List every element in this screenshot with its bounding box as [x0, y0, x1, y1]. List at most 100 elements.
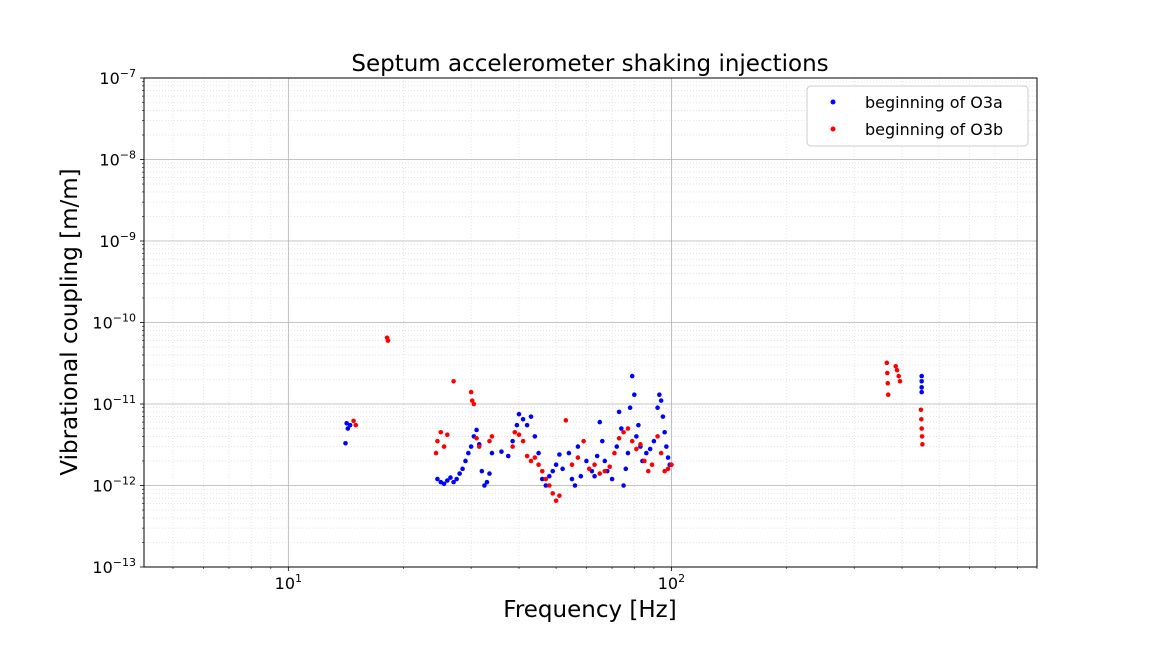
data-point	[658, 450, 664, 456]
data-point	[894, 367, 900, 373]
data-point	[553, 462, 559, 468]
legend-marker	[830, 99, 836, 105]
data-point	[592, 473, 597, 479]
y-tick-exponent: −8	[120, 149, 136, 162]
data-point	[547, 483, 552, 488]
y-tick-base: 10	[92, 395, 112, 414]
y-axis-label: Vibrational coupling [m/m]	[57, 168, 83, 475]
x-axis-label: Frequency [Hz]	[503, 597, 676, 623]
data-point	[644, 450, 649, 456]
data-point	[557, 452, 562, 457]
data-point	[345, 426, 351, 431]
data-point	[919, 434, 925, 439]
data-point	[528, 458, 534, 464]
data-point	[581, 438, 586, 444]
data-point	[920, 442, 925, 447]
data-point	[466, 450, 471, 456]
data-point	[665, 455, 671, 460]
data-point	[543, 483, 549, 488]
data-point	[385, 338, 391, 343]
data-point	[584, 458, 589, 464]
series-0	[343, 373, 924, 488]
x-axis-ticks: 101 102	[275, 567, 685, 593]
data-point	[441, 481, 447, 487]
data-point	[655, 434, 660, 439]
y-tick-label: 10−9	[99, 230, 136, 251]
y-tick-label: 10−11	[92, 393, 136, 414]
x-tick-exponent: 1	[295, 572, 302, 585]
legend-marker	[830, 126, 836, 132]
data-point	[642, 458, 647, 464]
data-point	[457, 471, 462, 476]
data-point	[885, 370, 890, 376]
y-tick-label: 10−7	[99, 67, 136, 88]
y-tick-label: 10−10	[92, 312, 136, 333]
data-point	[621, 429, 626, 435]
data-point	[344, 420, 349, 426]
legend: beginning of O3a beginning of O3b	[806, 85, 1029, 147]
data-point	[638, 442, 643, 447]
data-point	[578, 473, 584, 479]
y-tick-exponent: −13	[113, 556, 136, 569]
data-point	[550, 491, 556, 496]
data-point	[353, 422, 359, 428]
data-point	[597, 471, 603, 476]
data-point	[468, 444, 474, 449]
data-point	[547, 473, 552, 479]
data-point	[454, 476, 459, 482]
data-point	[566, 450, 572, 456]
data-point	[919, 389, 924, 395]
data-point	[651, 438, 657, 444]
data-point	[612, 450, 617, 456]
data-point	[476, 444, 482, 449]
data-point	[553, 498, 559, 504]
data-point	[441, 444, 447, 449]
data-point	[634, 434, 639, 439]
data-point	[627, 405, 633, 411]
data-point	[616, 409, 622, 415]
data-point	[487, 471, 492, 476]
data-point	[520, 438, 526, 444]
data-point	[614, 444, 620, 449]
data-point	[592, 462, 597, 468]
data-point	[347, 422, 353, 428]
y-tick-exponent: −10	[113, 312, 136, 325]
x-tick-base: 10	[275, 574, 295, 593]
y-tick-base: 10	[92, 314, 112, 333]
data-point	[474, 427, 479, 433]
y-tick-exponent: −7	[120, 67, 136, 80]
data-point	[514, 422, 520, 428]
data-point	[919, 426, 924, 431]
data-point	[536, 450, 541, 456]
y-tick-base: 10	[92, 558, 112, 577]
x-tick-label: 101	[275, 572, 302, 593]
data-point	[539, 476, 545, 482]
data-point	[489, 450, 495, 456]
data-point	[655, 405, 660, 411]
data-point	[658, 398, 664, 403]
data-point	[669, 462, 674, 468]
data-point	[609, 476, 615, 482]
data-point	[919, 385, 924, 390]
data-point	[438, 429, 444, 435]
y-tick-base: 10	[99, 232, 119, 251]
data-point	[512, 429, 518, 435]
data-point	[636, 422, 641, 428]
data-point	[632, 392, 637, 398]
data-point	[550, 468, 556, 474]
data-point	[479, 468, 485, 474]
data-point	[351, 418, 356, 424]
y-tick-exponent: −12	[113, 475, 136, 488]
data-point	[505, 453, 511, 459]
data-point	[343, 440, 348, 446]
data-point	[510, 444, 515, 449]
series-1	[351, 335, 925, 504]
data-point	[487, 438, 492, 444]
data-point	[662, 468, 667, 474]
data-point	[532, 434, 538, 439]
x-tick-base: 10	[658, 574, 678, 593]
data-point	[885, 380, 891, 386]
data-point	[557, 493, 562, 498]
data-point	[536, 462, 541, 468]
legend-box	[806, 85, 1029, 147]
